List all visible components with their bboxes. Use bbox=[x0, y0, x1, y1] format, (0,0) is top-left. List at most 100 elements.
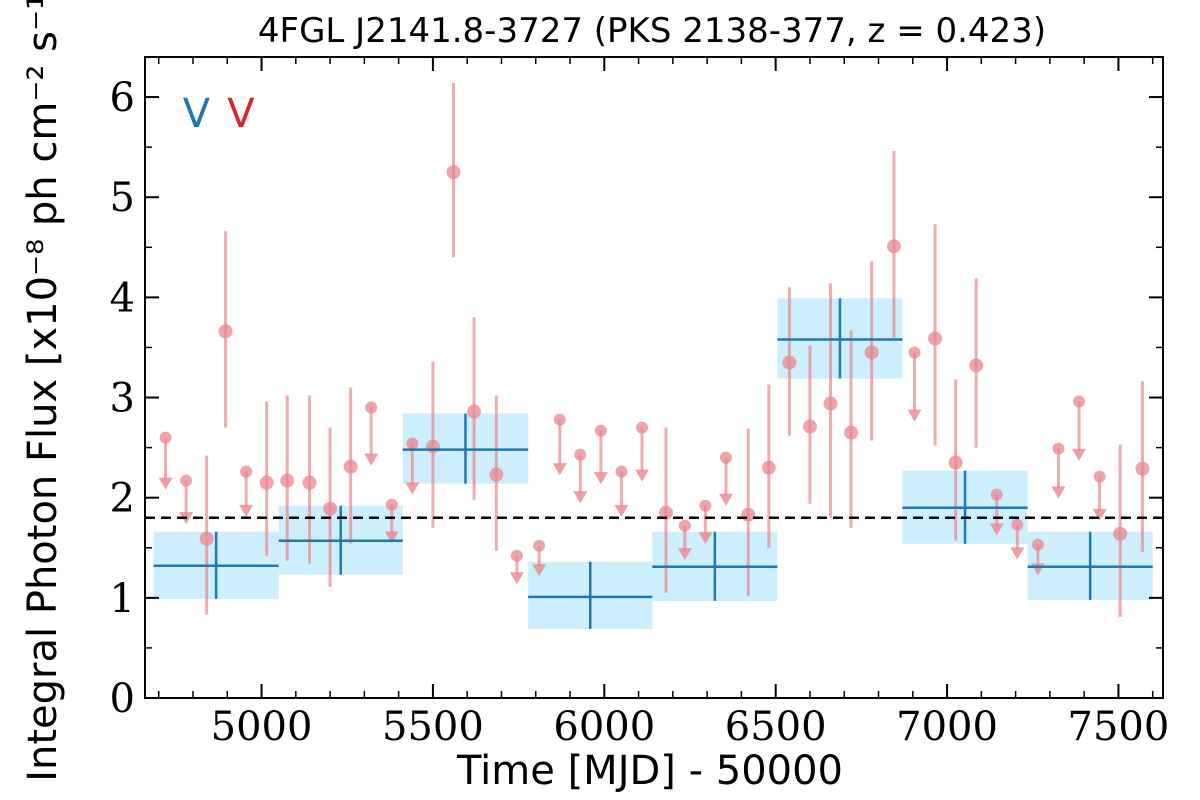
short-bin-upper-limit bbox=[573, 448, 588, 504]
short-bin-upper-limit bbox=[364, 401, 379, 466]
short-bin-detection bbox=[761, 384, 776, 548]
binned-point bbox=[402, 413, 529, 484]
upper-limit-arrowhead bbox=[239, 504, 254, 517]
short-bin-detection bbox=[886, 151, 901, 338]
detection-point bbox=[343, 459, 358, 474]
binned-error-boxes bbox=[153, 298, 1153, 629]
short-bin-detection bbox=[658, 427, 673, 593]
upper-limit-point bbox=[990, 488, 1003, 501]
short-bin-upper-limit bbox=[532, 539, 547, 577]
short-bin-upper-limit bbox=[1092, 470, 1107, 521]
detection-point bbox=[1135, 461, 1150, 476]
detection-point bbox=[259, 475, 274, 490]
short-bin-upper-limit bbox=[989, 488, 1004, 536]
short-bin-upper-limit bbox=[1051, 442, 1066, 499]
x-tick-label: 5500 bbox=[382, 704, 484, 750]
detection-point bbox=[864, 345, 879, 360]
short-bin-detection bbox=[323, 427, 338, 587]
upper-limit-arrowhead bbox=[1072, 448, 1087, 461]
upper-limit-arrowhead bbox=[384, 531, 399, 544]
x-tick-label: 7000 bbox=[896, 704, 998, 750]
short-bin-detection bbox=[218, 231, 233, 428]
detection-point bbox=[302, 475, 317, 490]
upper-limit-point bbox=[553, 413, 566, 426]
detection-point bbox=[844, 425, 859, 440]
upper-limit-point bbox=[385, 498, 398, 511]
detection-point bbox=[761, 460, 776, 475]
plot-frame bbox=[144, 56, 1164, 699]
detection-point bbox=[969, 358, 984, 373]
upper-limit-point bbox=[678, 519, 691, 532]
y-tick-label: 1 bbox=[110, 576, 135, 622]
upper-limit-point bbox=[574, 448, 587, 461]
detection-point bbox=[658, 505, 673, 520]
detection-point bbox=[489, 467, 504, 482]
y-tick-label: 2 bbox=[110, 476, 135, 522]
short-bin-detection bbox=[864, 261, 879, 441]
short-bin-upper-limit bbox=[239, 465, 254, 517]
short-bin-upper-limit bbox=[677, 519, 692, 561]
y-tick-label: 0 bbox=[110, 676, 135, 722]
upper-limit-arrowhead bbox=[614, 504, 629, 517]
short-bin-upper-limit bbox=[907, 346, 922, 422]
chart-title: 4FGL J2141.8-3727 (PKS 2138-377, z = 0.4… bbox=[258, 11, 1046, 51]
upper-limit-arrowhead bbox=[677, 548, 692, 561]
short-bin-detection bbox=[199, 455, 214, 615]
upper-limit-point bbox=[615, 465, 628, 478]
detection-point bbox=[948, 455, 963, 470]
upper-limit-point bbox=[594, 424, 607, 437]
short-bin-upper-limit bbox=[718, 451, 733, 506]
detection-point bbox=[280, 473, 295, 488]
detection-point bbox=[199, 531, 214, 546]
short-bin-detection bbox=[969, 278, 984, 448]
short-bin-upper-limit bbox=[635, 421, 650, 482]
x-tick-label: 6000 bbox=[553, 704, 655, 750]
binned-point bbox=[153, 531, 279, 599]
short-bin-upper-limit bbox=[552, 413, 567, 476]
y-tick-label: 6 bbox=[110, 75, 135, 121]
binned-point bbox=[902, 470, 1028, 544]
upper-limit-arrowhead bbox=[907, 409, 922, 422]
short-bin-upper-limit bbox=[614, 465, 629, 517]
y-tick-label: 5 bbox=[110, 175, 135, 221]
upper-limit-point bbox=[636, 421, 649, 434]
upper-limit-point bbox=[1011, 518, 1024, 531]
short-bin-detection bbox=[467, 317, 482, 500]
binned-point bbox=[777, 298, 903, 379]
short-bin-detection bbox=[302, 395, 317, 564]
detection-point bbox=[467, 404, 482, 419]
short-bin-detection bbox=[280, 395, 295, 561]
upper-limit-point bbox=[406, 437, 419, 450]
detection-point bbox=[425, 439, 440, 454]
upper-limit-arrowhead bbox=[635, 469, 650, 482]
legend-marker: V bbox=[183, 91, 211, 137]
short-bin-detection bbox=[928, 224, 943, 446]
short-bin-detection bbox=[489, 395, 504, 551]
upper-limit-arrowhead bbox=[552, 463, 567, 476]
upper-limit-arrowhead bbox=[573, 491, 588, 504]
upper-limit-arrowhead bbox=[698, 532, 713, 545]
short-bin-detection bbox=[343, 387, 358, 544]
upper-limit-arrowhead bbox=[989, 523, 1004, 536]
x-tick-label: 7500 bbox=[1068, 704, 1170, 750]
upper-limit-point bbox=[1093, 470, 1106, 483]
short-bin-upper-limit bbox=[1072, 395, 1087, 461]
upper-limit-arrowhead bbox=[405, 482, 420, 495]
short-bin-upper-limit bbox=[698, 499, 713, 545]
upper-limit-point bbox=[1031, 538, 1044, 551]
detection-point bbox=[741, 507, 756, 522]
detection-point bbox=[218, 324, 233, 339]
short-bin-detection bbox=[1135, 381, 1150, 552]
upper-limit-arrowhead bbox=[364, 453, 379, 466]
upper-limit-point bbox=[365, 401, 378, 414]
detection-point bbox=[446, 165, 461, 180]
upper-limit-arrowhead bbox=[1051, 486, 1066, 499]
short-bin-detection bbox=[823, 283, 838, 518]
short-bin-upper-limit bbox=[158, 431, 173, 490]
y-axis-label: Integral Photon Flux [x10⁻⁸ ph cm⁻² s⁻¹] bbox=[20, 0, 66, 782]
short-bin-detection bbox=[802, 345, 817, 504]
short-bin-upper-limit bbox=[1010, 518, 1025, 560]
y-tick-label: 3 bbox=[110, 376, 135, 422]
